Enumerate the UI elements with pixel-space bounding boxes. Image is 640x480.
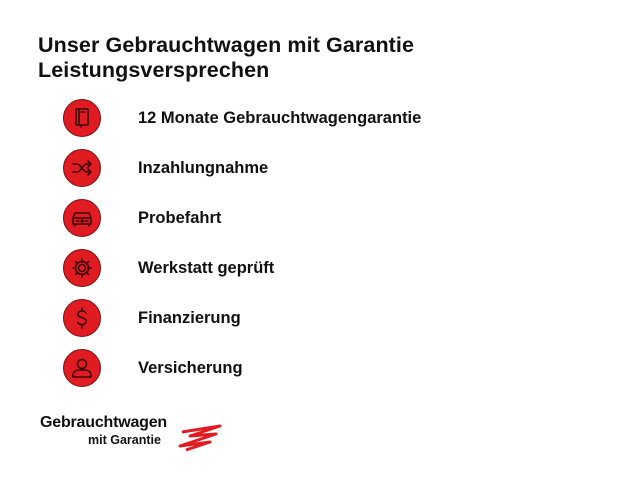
item-label: Werkstatt geprüft <box>138 258 275 277</box>
logo-line-2: mit Garantie <box>88 433 161 447</box>
person-icon <box>63 349 101 387</box>
item-label: Inzahlungnahme <box>138 158 269 177</box>
item-label: Finanzierung <box>138 308 241 327</box>
list-item-insurance: Versicherung <box>63 348 243 388</box>
gear-icon <box>63 249 101 287</box>
car-icon <box>63 199 101 237</box>
title-line-2: Leistungsversprechen <box>38 58 270 82</box>
item-label: 12 Monate Gebrauchtwagengarantie <box>138 108 422 127</box>
gebrauchtwagen-garantie-logo: Gebrauchtwagen mit Garantie <box>40 414 230 454</box>
shuffle-icon <box>63 149 101 187</box>
item-label: Probefahrt <box>138 208 222 227</box>
list-item-financing: Finanzierung <box>63 298 241 338</box>
list-item-workshop: Werkstatt geprüft <box>63 248 274 288</box>
red-swoosh-icon <box>178 424 222 452</box>
list-item-test-drive: Probefahrt <box>63 198 221 238</box>
title-line-1: Unser Gebrauchtwagen mit Garantie <box>38 33 415 57</box>
logo-line-1: Gebrauchtwagen <box>40 414 168 431</box>
item-label: Versicherung <box>138 358 243 377</box>
document-icon <box>63 99 101 137</box>
dollar-icon <box>63 299 101 337</box>
page-title: Unser Gebrauchtwagen mit Garantie Leistu… <box>38 33 414 83</box>
list-item-warranty: 12 Monate Gebrauchtwagengarantie <box>63 98 421 138</box>
list-item-trade-in: Inzahlungnahme <box>63 148 268 188</box>
